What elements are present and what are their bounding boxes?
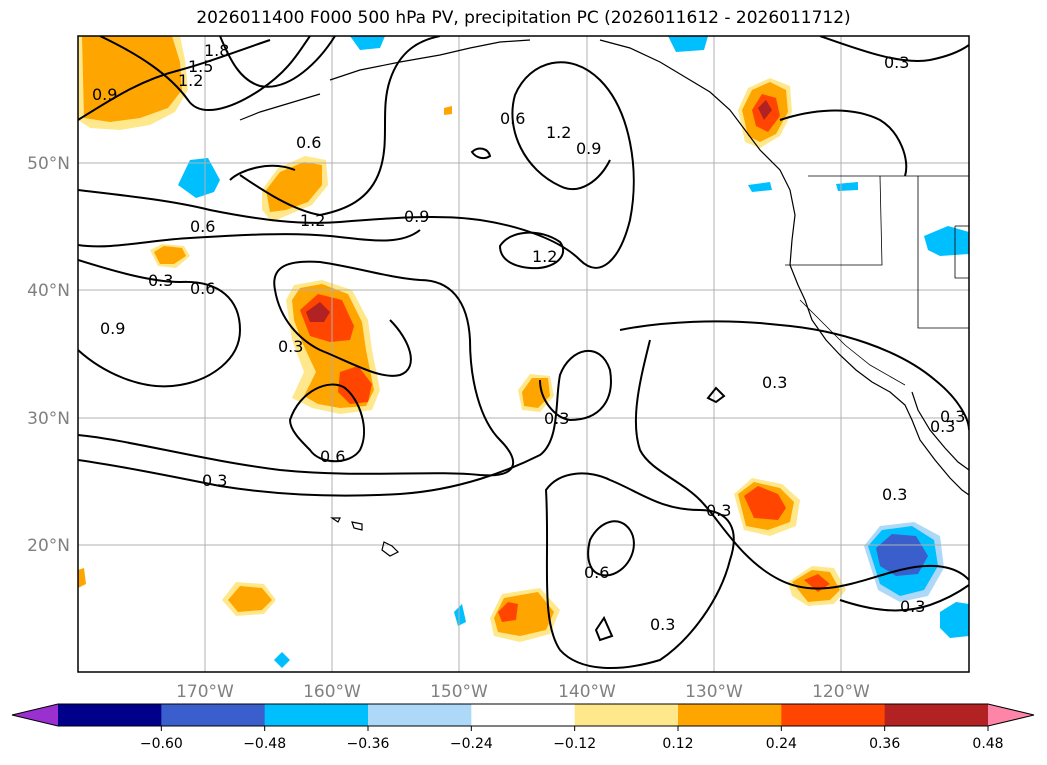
colorbar-bin (471, 704, 576, 726)
contour-label: 0.3 (650, 615, 675, 634)
contour-label: 0.3 (762, 373, 787, 392)
borders (785, 175, 969, 386)
colorbar-extend-max (988, 704, 1034, 726)
graticule (78, 36, 969, 672)
colorbar-tick-label: −0.12 (553, 736, 596, 752)
contour-label: 1.8 (204, 41, 229, 60)
lon-label-160w: 160°W (303, 682, 361, 702)
colorbar: −0.60 −0.48 −0.36 −0.24 −0.12 0.12 0.24 0.36 0.4… (11, 703, 1035, 752)
lat-label-30n: 30°N (27, 409, 70, 429)
pv-contours (78, 36, 969, 669)
lat-label-50n: 50°N (27, 154, 70, 174)
colorbar-bin (574, 704, 679, 726)
contour-label: 0.6 (296, 133, 321, 152)
colorbar-tick-label: −0.60 (140, 736, 183, 752)
colorbar-bin (678, 704, 782, 726)
colorbar-tick-label: 0.12 (662, 736, 693, 752)
colorbar-tick-label: 0.24 (766, 736, 797, 752)
colorbar-outline (11, 703, 1035, 727)
contour-label: 1.2 (532, 247, 557, 266)
contour-label: 0.6 (500, 109, 525, 128)
contour-label: 0.9 (92, 85, 117, 104)
colorbar-tick-label: −0.48 (243, 736, 286, 752)
map-title: 2026011400 F000 500 hPa PV, precipitatio… (196, 8, 851, 28)
colorbar-bin (161, 704, 266, 726)
lat-label-40n: 40°N (27, 281, 70, 301)
colorbar-extend-min (12, 704, 58, 726)
latitude-labels: 50°N 40°N 30°N 20°N (27, 154, 70, 556)
contour-label: 0.3 (148, 271, 173, 290)
contour-label: 0.3 (900, 597, 925, 616)
lon-label-150w: 150°W (430, 682, 488, 702)
contour-label: 0.3 (706, 501, 731, 520)
contour-label: 1.5 (188, 57, 213, 76)
map-panel: 1.8 1.5 1.2 0.9 0.6 1.2 0.9 0.6 0.9 1.2 … (78, 36, 969, 672)
colorbar-tick-label: 0.36 (869, 736, 900, 752)
colorbar-bin (884, 704, 989, 726)
colorbar-bin (368, 704, 472, 726)
colorbar-tick-label: −0.36 (347, 736, 390, 752)
contour-label: 0.3 (882, 485, 907, 504)
contour-label: 0.3 (884, 53, 909, 72)
colorbar-bin (781, 704, 886, 726)
contour-label: 1.2 (300, 211, 325, 230)
contour-label: 0.6 (190, 217, 215, 236)
contour-label: 0.6 (190, 279, 215, 298)
contour-label: 1.2 (178, 71, 203, 90)
contour-label: 0.6 (584, 563, 609, 582)
lon-label-140w: 140°W (558, 682, 616, 702)
contour-label: 0.6 (320, 447, 345, 466)
colorbar-tick-label: −0.24 (450, 736, 493, 752)
contour-label: 0.9 (576, 139, 601, 158)
colorbar-bin (58, 704, 162, 726)
contour-label: 0.3 (278, 337, 303, 356)
contour-labels: 1.8 1.5 1.2 0.9 0.6 1.2 0.9 0.6 0.9 1.2 … (92, 41, 965, 634)
longitude-labels: 170°W 160°W 150°W 140°W 130°W 120°W (176, 682, 870, 702)
contour-label: 0.3 (202, 471, 227, 490)
colorbar-bin (264, 704, 369, 726)
colorbar-ticks: −0.60 −0.48 −0.36 −0.24 −0.12 0.12 0.24 0.36 0.4… (140, 726, 1004, 752)
lat-label-20n: 20°N (27, 536, 70, 556)
contour-label: 0.9 (100, 319, 125, 338)
contour-label: 1.2 (546, 123, 571, 142)
lon-label-130w: 130°W (685, 682, 743, 702)
contour-label: 0.3 (930, 417, 955, 436)
contour-label: 0.3 (940, 407, 965, 426)
colorbar-tick-label: 0.48 (972, 736, 1003, 752)
lon-label-170w: 170°W (176, 682, 234, 702)
lon-label-120w: 120°W (812, 682, 870, 702)
contour-label: 0.3 (544, 409, 569, 428)
map-frame (77, 35, 970, 673)
contour-label: 0.9 (404, 207, 429, 226)
